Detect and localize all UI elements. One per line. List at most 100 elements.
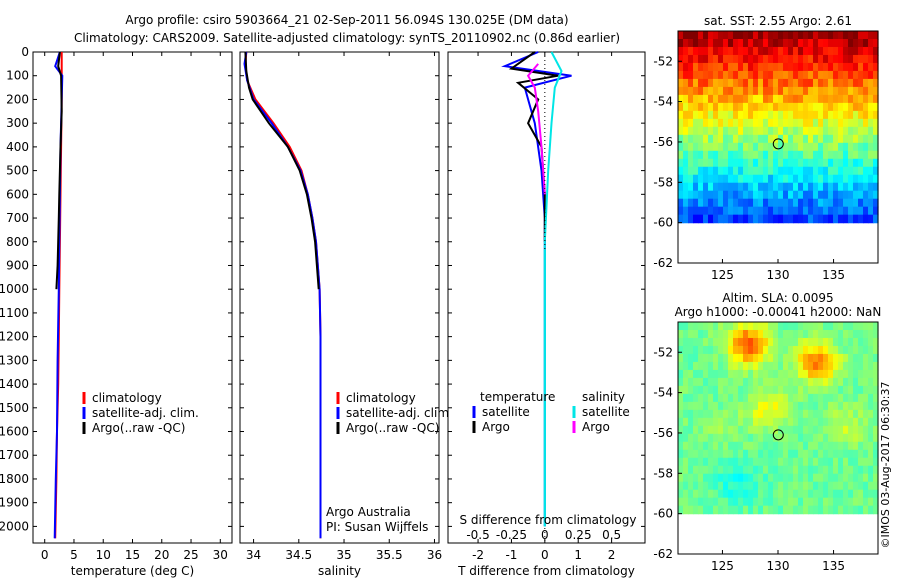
sla-cell — [768, 401, 774, 411]
sla-cell — [858, 322, 864, 331]
sla-cell — [703, 489, 709, 499]
sst-cell — [848, 134, 854, 144]
depth-tick-label: 1700 — [0, 448, 29, 462]
sla-cell — [768, 377, 774, 387]
sst-cell — [723, 38, 729, 48]
sst-cell — [688, 94, 694, 104]
sla-cell — [813, 385, 819, 395]
sst-cell — [748, 126, 754, 136]
sla-cell — [858, 345, 864, 355]
sst-cell — [818, 142, 824, 152]
sst-cell — [818, 198, 824, 208]
sst-cell — [833, 150, 839, 160]
sla-cell — [723, 385, 729, 395]
sst-cell — [843, 62, 849, 72]
sla-cell — [798, 489, 804, 499]
sla-cell — [803, 505, 809, 515]
sla-cell — [863, 497, 869, 507]
sst-cell — [678, 190, 684, 200]
sst-cell — [863, 118, 869, 128]
sla-cell — [783, 345, 789, 355]
sla-cell — [863, 457, 869, 467]
sla-cell — [718, 441, 724, 451]
sla-cell — [703, 322, 709, 331]
sla-cell — [713, 353, 719, 363]
sla-cell — [828, 441, 834, 451]
sst-cell — [853, 38, 859, 48]
sla-cell — [798, 385, 804, 395]
sla-cell — [843, 329, 849, 339]
sla-cell — [843, 393, 849, 403]
sst-cell — [813, 94, 819, 104]
sla-cell — [833, 433, 839, 443]
sla-cell — [683, 489, 689, 499]
sla-cell — [708, 401, 714, 411]
sla-cell — [823, 369, 829, 379]
sst-cell — [853, 214, 859, 224]
sla-cell — [733, 345, 739, 355]
sla-cell — [733, 329, 739, 339]
sla-cell — [698, 449, 704, 459]
sst-cell — [718, 62, 724, 72]
sla-cell — [823, 377, 829, 387]
sst-cell — [778, 206, 784, 216]
sst-cell — [758, 174, 764, 184]
sla-cell — [788, 369, 794, 379]
sst-cell — [873, 54, 879, 64]
sla-cell — [813, 481, 819, 491]
sla-cell — [868, 361, 874, 371]
sst-cell — [728, 102, 734, 112]
sst-cell — [733, 214, 739, 224]
sst-cell — [748, 214, 754, 224]
sst-cell — [863, 54, 869, 64]
sla-cell — [698, 345, 704, 355]
sla-cell — [758, 393, 764, 403]
sst-cell — [788, 94, 794, 104]
sla-cell — [833, 369, 839, 379]
sla-cell — [808, 465, 814, 475]
sla-cell — [853, 377, 859, 387]
sla-cell — [678, 417, 684, 427]
sst-cell — [723, 214, 729, 224]
sla-cell — [828, 409, 834, 419]
sst-cell — [688, 102, 694, 112]
temperature-xtick-label: 30 — [213, 548, 228, 562]
sla-cell — [853, 329, 859, 339]
sst-cell — [703, 102, 709, 112]
sla-cell — [763, 505, 769, 515]
sst-cell — [863, 158, 869, 168]
sst-cell — [813, 102, 819, 112]
sst-cell — [683, 174, 689, 184]
sst-cell — [838, 214, 844, 224]
sla-cell — [713, 322, 719, 331]
sla-cell — [793, 433, 799, 443]
sst-cell — [773, 38, 779, 48]
sst-cell — [788, 31, 794, 40]
sst-cell — [733, 62, 739, 72]
sla-cell — [713, 393, 719, 403]
sla-cell — [873, 473, 879, 483]
sla-cell — [743, 322, 749, 331]
sla-cell — [678, 449, 684, 459]
sla-cell — [778, 369, 784, 379]
sst-cell — [798, 206, 804, 216]
sla-cell — [678, 465, 684, 475]
sla-cell — [683, 433, 689, 443]
sla-cell — [678, 409, 684, 419]
sst-cell — [693, 31, 699, 40]
sla-cell — [688, 425, 694, 435]
sla-cell — [718, 433, 724, 443]
sst-cell — [818, 78, 824, 88]
sst-cell — [758, 38, 764, 48]
sla-cell — [848, 473, 854, 483]
sst-cell — [843, 142, 849, 152]
sla-cell — [843, 401, 849, 411]
sst-cell — [873, 102, 879, 112]
sst-cell — [713, 190, 719, 200]
sst-cell — [848, 78, 854, 88]
sst-cell — [778, 31, 784, 40]
sst-cell — [718, 214, 724, 224]
sla-cell — [708, 505, 714, 515]
sst-cell — [728, 198, 734, 208]
figure-title-line2: Climatology: CARS2009. Satellite-adjuste… — [74, 31, 620, 45]
